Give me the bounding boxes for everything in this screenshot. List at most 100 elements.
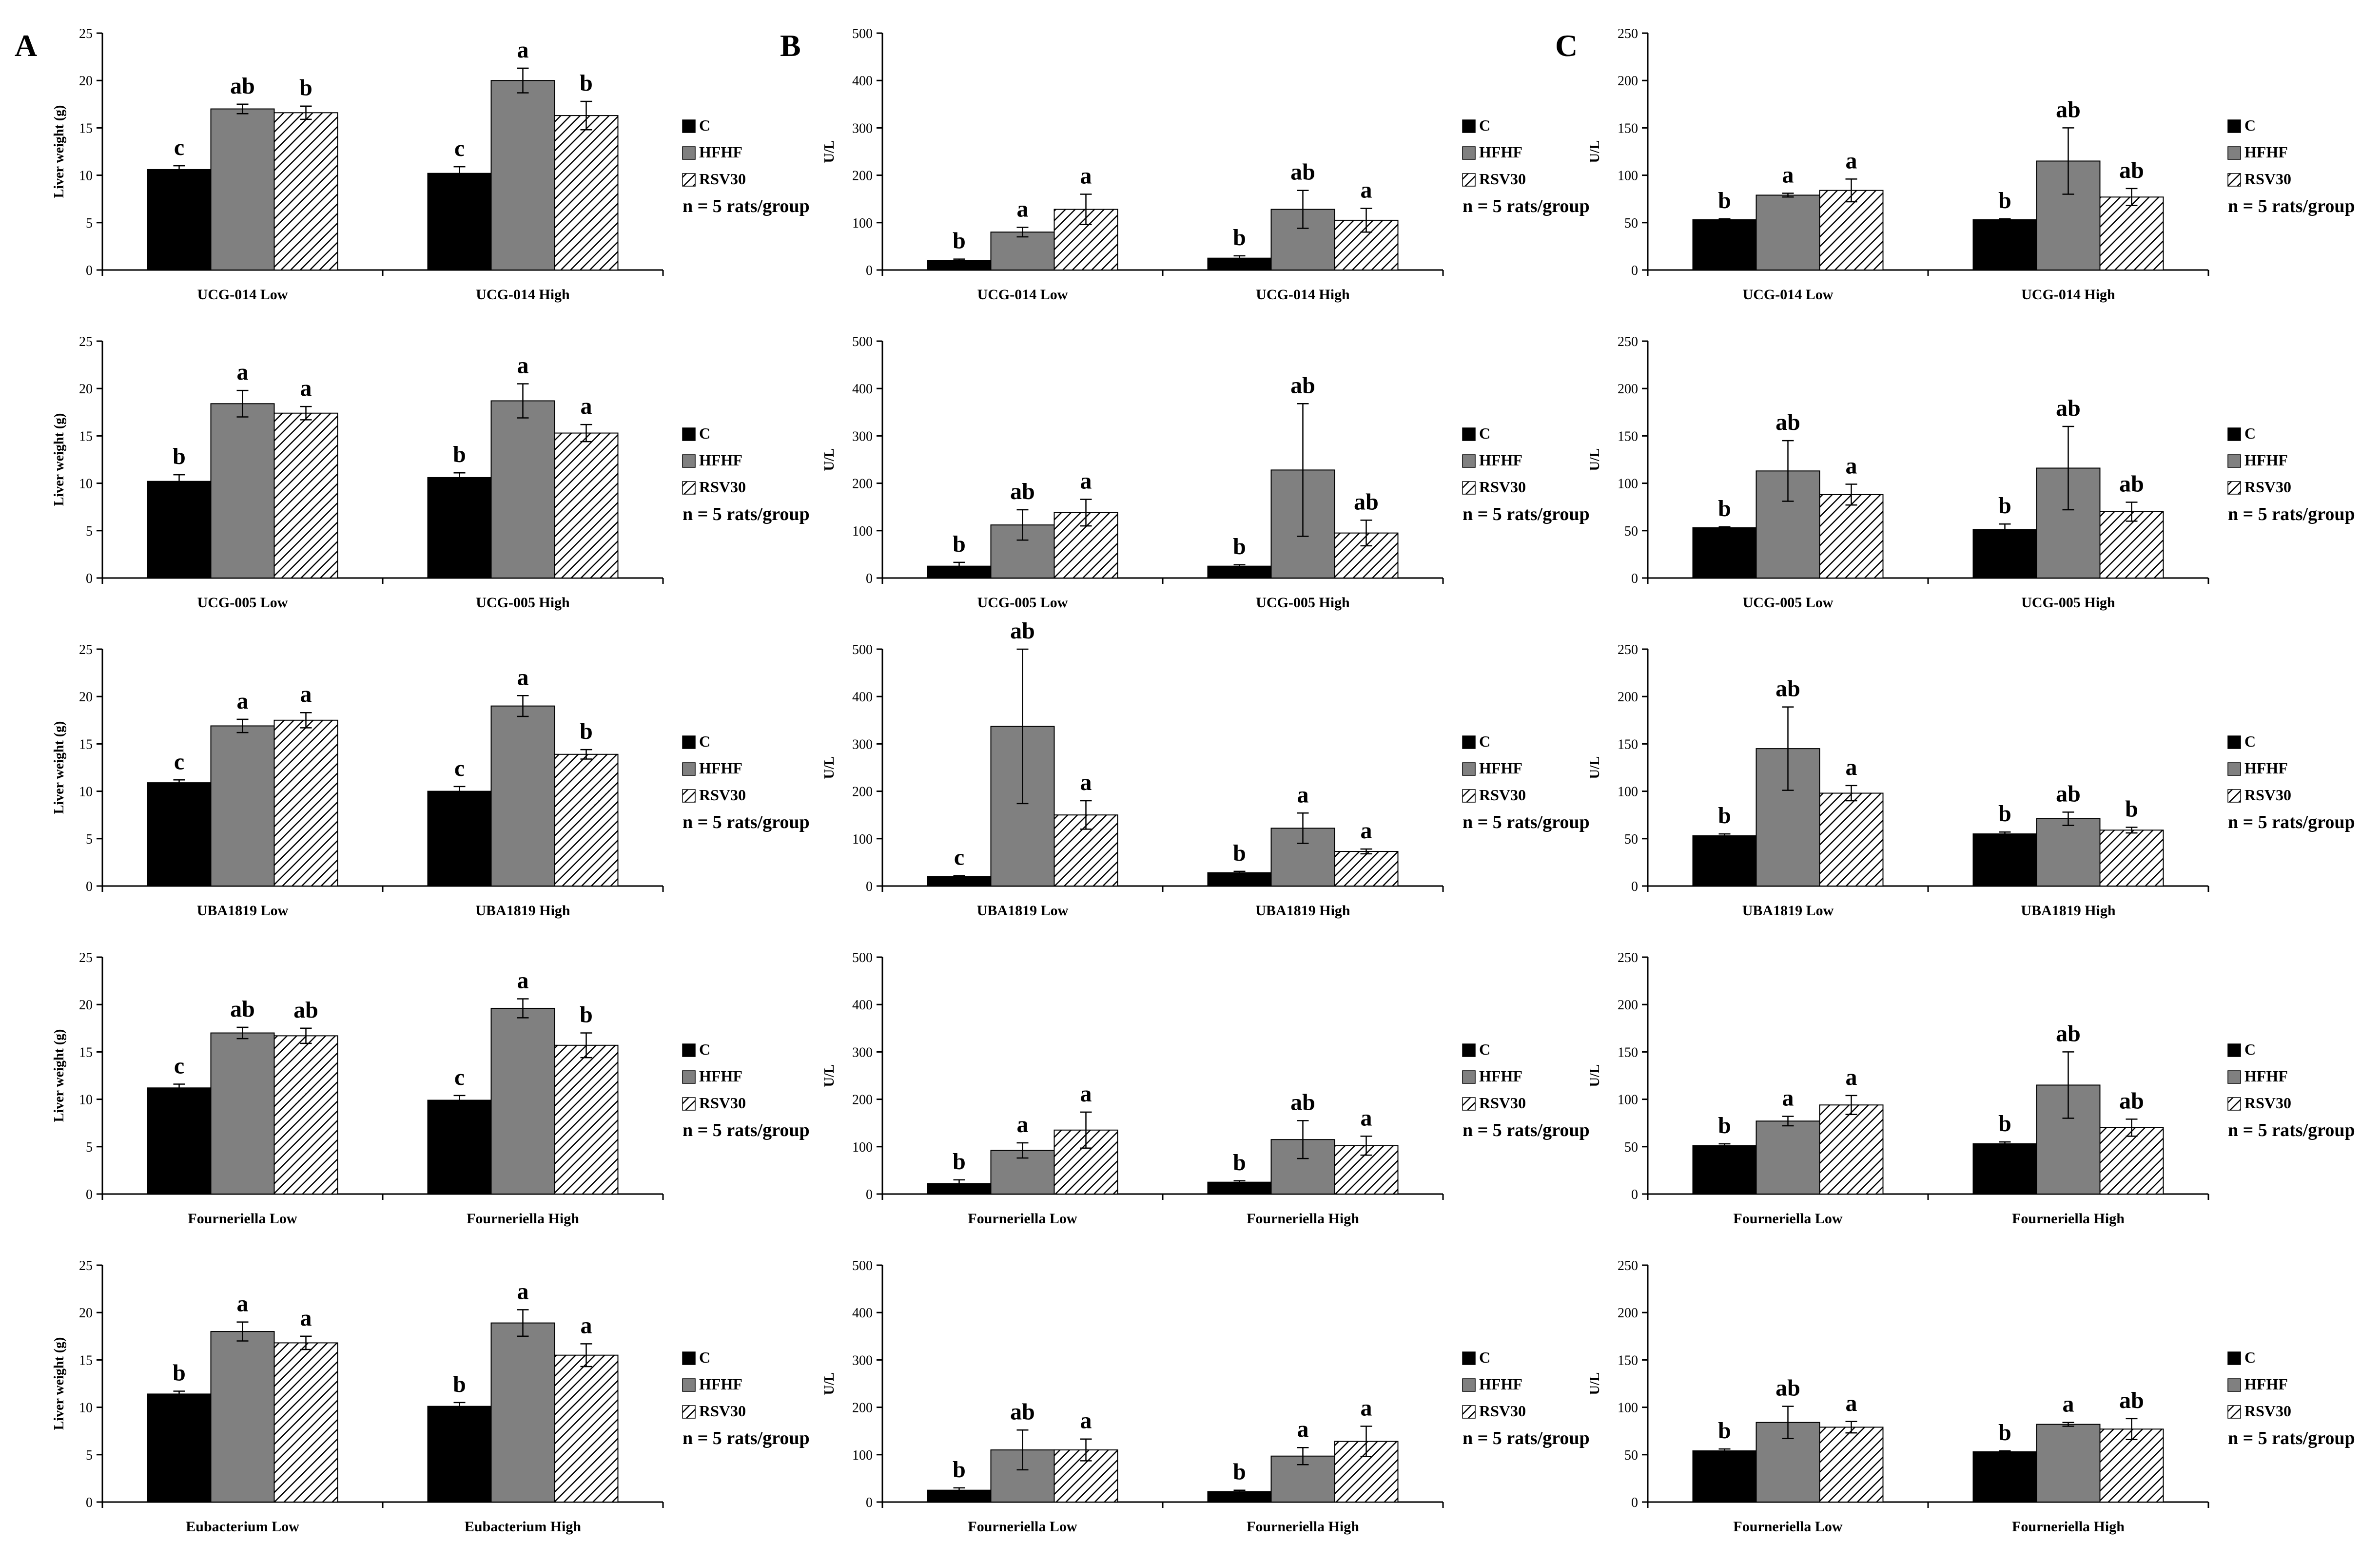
legend: C HFHF RSV30 n = 5 rats/group bbox=[1462, 1349, 1590, 1448]
significance-label: b bbox=[1998, 493, 2011, 519]
y-tick-label: 20 bbox=[79, 690, 93, 705]
y-tick-label: 100 bbox=[1618, 1093, 1638, 1108]
significance-label: a bbox=[581, 393, 592, 419]
y-tick-label: 100 bbox=[1618, 169, 1638, 184]
legend-swatch-c bbox=[1462, 735, 1476, 749]
y-tick-label: 0 bbox=[1631, 1495, 1638, 1510]
legend-swatch-hfhf bbox=[682, 1378, 696, 1392]
significance-label: a bbox=[517, 664, 529, 690]
bar-rsv30 bbox=[1334, 851, 1399, 887]
significance-label: b bbox=[1998, 1420, 2011, 1446]
bar-rsv30 bbox=[273, 412, 338, 579]
bar-hfhf bbox=[990, 231, 1055, 270]
legend-label-c: C bbox=[1479, 1041, 1490, 1058]
significance-label: b bbox=[1233, 1150, 1246, 1176]
y-tick-label: 200 bbox=[1618, 690, 1638, 705]
y-tick-label: 20 bbox=[79, 382, 93, 397]
legend-label-c: C bbox=[2244, 116, 2256, 134]
y-tick-label: 150 bbox=[1618, 737, 1638, 752]
y-tick-label: 400 bbox=[852, 690, 873, 705]
y-tick-label: 200 bbox=[852, 477, 873, 492]
significance-label: b bbox=[1998, 1111, 2011, 1137]
category-label: UCG-014 High bbox=[2021, 287, 2115, 303]
legend: C HFHF RSV30 n = 5 rats/group bbox=[2227, 116, 2355, 216]
bar-rsv30 bbox=[1819, 1426, 1884, 1503]
bar-rsv30 bbox=[273, 1035, 338, 1195]
y-tick-label: 100 bbox=[1618, 477, 1638, 492]
sample-size-note: n = 5 rats/group bbox=[683, 504, 810, 524]
legend-swatch-hfhf bbox=[682, 1070, 696, 1084]
y-tick-label: 10 bbox=[79, 477, 93, 492]
y-tick-label: 200 bbox=[1618, 382, 1638, 397]
y-axis-label: U/L bbox=[1587, 1372, 1602, 1395]
y-tick-label: 0 bbox=[86, 1495, 93, 1510]
category-label: UCG-014 High bbox=[476, 287, 570, 303]
significance-label: b bbox=[1233, 840, 1246, 866]
sample-size-note: n = 5 rats/group bbox=[683, 1428, 810, 1448]
legend-swatch-hfhf bbox=[682, 454, 696, 468]
legend-swatch-hfhf bbox=[682, 146, 696, 160]
legend-label-hfhf: HFHF bbox=[1479, 759, 1522, 777]
y-axis-label: Liver weight (g) bbox=[52, 105, 67, 198]
bar-c bbox=[427, 173, 492, 270]
category-label: Fourneriella Low bbox=[968, 1211, 1077, 1227]
y-tick-label: 100 bbox=[852, 832, 873, 847]
y-tick-label: 15 bbox=[79, 737, 93, 752]
significance-label: a bbox=[517, 1278, 529, 1304]
significance-label: a bbox=[1361, 818, 1372, 844]
significance-label: c bbox=[454, 755, 465, 781]
significance-label: b bbox=[299, 75, 312, 101]
legend-swatch-hfhf bbox=[1462, 454, 1476, 468]
legend-swatch-rsv30 bbox=[1462, 1405, 1476, 1419]
significance-label: b bbox=[1718, 803, 1731, 829]
significance-label: a bbox=[1297, 782, 1309, 808]
sample-size-note: n = 5 rats/group bbox=[2228, 812, 2355, 832]
category-label: Fourneriella High bbox=[1247, 1519, 1359, 1535]
y-tick-label: 200 bbox=[852, 785, 873, 800]
bar-rsv30 bbox=[273, 1342, 338, 1503]
y-tick-label: 250 bbox=[1618, 26, 1638, 41]
legend-label-c: C bbox=[2244, 732, 2256, 750]
y-tick-label: 10 bbox=[79, 169, 93, 184]
category-label: UBA1819 High bbox=[475, 903, 570, 919]
legend-label-c: C bbox=[2244, 424, 2256, 442]
legend-swatch-rsv30 bbox=[2227, 1405, 2241, 1419]
category-label: UCG-005 High bbox=[476, 595, 570, 611]
legend-swatch-rsv30 bbox=[1462, 173, 1476, 187]
significance-label: b bbox=[1998, 801, 2011, 827]
sample-size-note: n = 5 rats/group bbox=[2228, 196, 2355, 216]
y-tick-label: 25 bbox=[79, 642, 93, 657]
sample-size-note: n = 5 rats/group bbox=[683, 1120, 810, 1140]
y-tick-label: 20 bbox=[79, 998, 93, 1013]
y-tick-label: 50 bbox=[1624, 1140, 1638, 1155]
y-tick-label: 150 bbox=[1618, 1045, 1638, 1060]
legend-label-rsv30: RSV30 bbox=[1479, 1094, 1526, 1112]
y-tick-label: 100 bbox=[1618, 1401, 1638, 1416]
chart-a-row-4: 0 5 10 15 20 25 Liver weight (g) Fourneriella L… bbox=[52, 950, 810, 1227]
category-label: Fourneriella High bbox=[1247, 1211, 1359, 1227]
y-tick-label: 5 bbox=[86, 832, 93, 847]
bar-c bbox=[1692, 219, 1757, 270]
bar-rsv30 bbox=[554, 115, 619, 271]
legend: C HFHF RSV30 n = 5 rats/group bbox=[1462, 732, 1590, 832]
legend-swatch-hfhf bbox=[2227, 146, 2241, 160]
significance-label: ab bbox=[1354, 489, 1379, 515]
y-tick-label: 300 bbox=[852, 121, 873, 136]
sample-size-note: n = 5 rats/group bbox=[683, 196, 810, 216]
y-tick-label: 150 bbox=[1618, 1353, 1638, 1368]
significance-label: b bbox=[580, 1002, 593, 1028]
legend-swatch-rsv30 bbox=[1462, 789, 1476, 803]
bar-hfhf bbox=[490, 80, 555, 270]
significance-label: ab bbox=[230, 73, 255, 99]
significance-label: b bbox=[953, 531, 966, 557]
y-tick-label: 0 bbox=[866, 1495, 873, 1510]
legend-label-c: C bbox=[2244, 1349, 2256, 1366]
y-tick-label: 15 bbox=[79, 121, 93, 136]
y-tick-label: 0 bbox=[1631, 571, 1638, 586]
sample-size-note: n = 5 rats/group bbox=[2228, 1120, 2355, 1140]
significance-label: ab bbox=[2119, 1388, 2144, 1413]
bar-c bbox=[427, 790, 492, 887]
y-tick-label: 50 bbox=[1624, 832, 1638, 847]
legend-label-rsv30: RSV30 bbox=[2244, 478, 2291, 496]
